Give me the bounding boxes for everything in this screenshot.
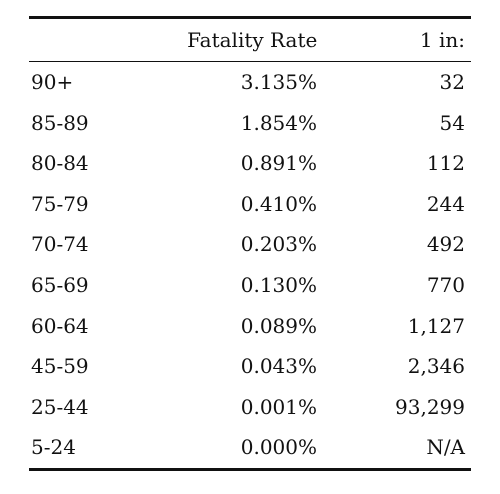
table-row: 65-69 0.130% 770 (29, 265, 471, 306)
fatality-rate-table: Fatality Rate 1 in: 90+ 3.135% 32 85-89 1.85… (29, 16, 471, 471)
one-in-cell: 2,346 (407, 354, 465, 379)
fatality-rate-cell: 0.203% (240, 232, 318, 257)
fatality-rate-cell: 0.043% (240, 354, 318, 379)
table-row: 90+ 3.135% 32 (29, 62, 471, 103)
table-row: 45-59 0.043% 2,346 (29, 346, 471, 387)
age-group-cell: 45-59 (31, 354, 89, 379)
fatality-rate-cell: 0.001% (240, 394, 318, 419)
one-in-cell: 1,127 (407, 313, 465, 338)
fatality-rate-cell: 0.891% (240, 151, 318, 176)
fatality-rate-cell: 3.135% (240, 70, 318, 94)
one-in-cell: 492 (426, 232, 465, 257)
age-group-cell: 75-79 (31, 191, 89, 216)
table-row: 25-44 0.001% 93,299 (29, 387, 471, 428)
age-group-cell: 5-24 (31, 435, 76, 460)
fatality-table: Fatality Rate 1 in: (29, 19, 471, 61)
header-row: Fatality Rate 1 in: (29, 19, 471, 61)
header-fatality-rate: Fatality Rate (187, 28, 318, 52)
fatality-rate-cell: 0.410% (240, 191, 318, 216)
age-group-cell: 90+ (31, 70, 74, 94)
table-row: 80-84 0.891% 112 (29, 143, 471, 184)
header-age (29, 19, 146, 61)
fatality-rate-cell: 1.854% (240, 110, 318, 135)
one-in-cell: 32 (439, 70, 465, 94)
age-group-cell: 25-44 (31, 394, 89, 419)
age-group-cell: 70-74 (31, 232, 89, 257)
one-in-cell: N/A (426, 435, 465, 460)
fatality-table-body: 90+ 3.135% 32 85-89 1.854% 54 80-84 0.891% 112 75… (29, 62, 471, 468)
table-header: Fatality Rate 1 in: (29, 19, 471, 61)
age-group-cell: 80-84 (31, 151, 89, 176)
fatality-rate-cell: 0.130% (240, 272, 318, 297)
table-row: 60-64 0.089% 1,127 (29, 306, 471, 347)
table-row: 75-79 0.410% 244 (29, 184, 471, 225)
table-body: 90+ 3.135% 32 85-89 1.854% 54 80-84 0.891% 112 75… (29, 62, 471, 468)
header-one-in: 1 in: (419, 28, 465, 52)
age-group-cell: 85-89 (31, 110, 89, 135)
fatality-rate-cell: 0.089% (240, 313, 318, 338)
one-in-cell: 244 (426, 191, 465, 216)
age-group-cell: 60-64 (31, 313, 89, 338)
age-group-cell: 65-69 (31, 272, 89, 297)
table-bottom-rule (29, 467, 471, 471)
one-in-cell: 54 (439, 110, 465, 135)
fatality-rate-cell: 0.000% (240, 435, 318, 460)
table-row: 85-89 1.854% 54 (29, 103, 471, 144)
table-row: 5-24 0.000% N/A (29, 427, 471, 468)
table-row: 70-74 0.203% 492 (29, 224, 471, 265)
one-in-cell: 112 (426, 151, 465, 176)
one-in-cell: 93,299 (395, 394, 465, 419)
table-header-rule (29, 61, 471, 62)
table-top-rule (29, 16, 471, 19)
one-in-cell: 770 (426, 272, 465, 297)
